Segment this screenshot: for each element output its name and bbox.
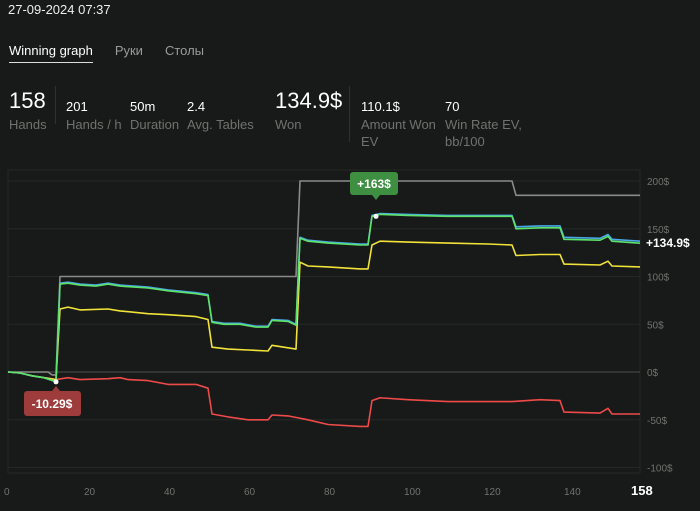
- x-tick-label: 0: [4, 487, 10, 498]
- won-label: Won: [275, 117, 302, 132]
- stat-hands: 158 Hands: [9, 88, 47, 133]
- hands-per-hour-label: Hands / h: [66, 117, 122, 132]
- x-tick-label: 120: [484, 487, 501, 498]
- series-line-1: [7, 371, 640, 428]
- y-tick-label: -50$: [647, 416, 667, 427]
- y-tick-label: 0$: [647, 368, 659, 379]
- hands-per-hour-value: 201: [66, 99, 88, 114]
- series-line-4: [7, 213, 641, 383]
- max-badge: [350, 172, 398, 195]
- divider: [55, 86, 56, 124]
- stat-win-rate-ev: 70 Win Rate EV, bb/100: [445, 99, 525, 150]
- stat-hands-per-hour: 201 Hands / h: [66, 99, 122, 133]
- hands-value: 158: [9, 88, 46, 113]
- divider: [349, 86, 350, 142]
- min-point: [53, 379, 59, 385]
- won-value: 134.9$: [275, 88, 343, 113]
- min-badge-pointer: [52, 386, 60, 391]
- x-tick-label: 158: [631, 483, 653, 498]
- series-line-3: [7, 212, 641, 383]
- duration-label: Duration: [130, 117, 180, 132]
- y-tick-label: -100$: [647, 464, 673, 475]
- x-tick-label: 60: [244, 487, 256, 498]
- hands-label: Hands: [9, 117, 47, 132]
- y-tick-label: 50$: [647, 320, 664, 331]
- amount-won-ev-label: Amount Won EV: [361, 117, 436, 149]
- tab-hands[interactable]: Руки: [114, 43, 143, 58]
- max-point: [373, 213, 379, 219]
- y-tick-label: 150$: [647, 225, 670, 236]
- x-tick-label: 40: [164, 487, 176, 498]
- x-tick-label: 140: [564, 487, 581, 498]
- win-rate-ev-label: Win Rate EV, bb/100: [445, 117, 522, 149]
- x-tick-label: 20: [84, 487, 96, 498]
- min-badge: [24, 391, 81, 416]
- avg-tables-label: Avg. Tables: [187, 117, 254, 132]
- stat-won: 134.9$ Won: [275, 88, 342, 133]
- stat-amount-won-ev: 110.1$ Amount Won EV: [361, 99, 441, 150]
- max-label: +163$: [357, 177, 391, 191]
- stat-duration: 50m Duration: [130, 99, 179, 133]
- max-badge-pointer: [372, 195, 380, 200]
- x-tick-label: 100: [404, 487, 421, 498]
- stat-avg-tables: 2.4 Avg. Tables: [187, 99, 254, 133]
- min-label: -10.29$: [32, 397, 73, 411]
- session-datetime: 27-09-2024 07:37: [8, 2, 111, 17]
- y-tick-label: 200$: [647, 177, 670, 188]
- tab-winning-graph[interactable]: Winning graph: [9, 43, 93, 63]
- y-tick-label: 100$: [647, 273, 670, 284]
- tab-bar: Winning graph Руки Столы: [9, 43, 204, 63]
- plot-frame: [7, 169, 641, 474]
- tab-tables[interactable]: Столы: [164, 43, 205, 58]
- series-line-2: [7, 240, 641, 381]
- win-rate-ev-value: 70: [445, 99, 460, 114]
- amount-won-ev-value: 110.1$: [361, 99, 400, 114]
- duration-value: 50m: [130, 99, 156, 114]
- x-tick-label: 80: [324, 487, 336, 498]
- last-value-label: +134.9$: [646, 236, 690, 250]
- avg-tables-value: 2.4: [187, 99, 206, 114]
- series-line-0: [8, 180, 640, 376]
